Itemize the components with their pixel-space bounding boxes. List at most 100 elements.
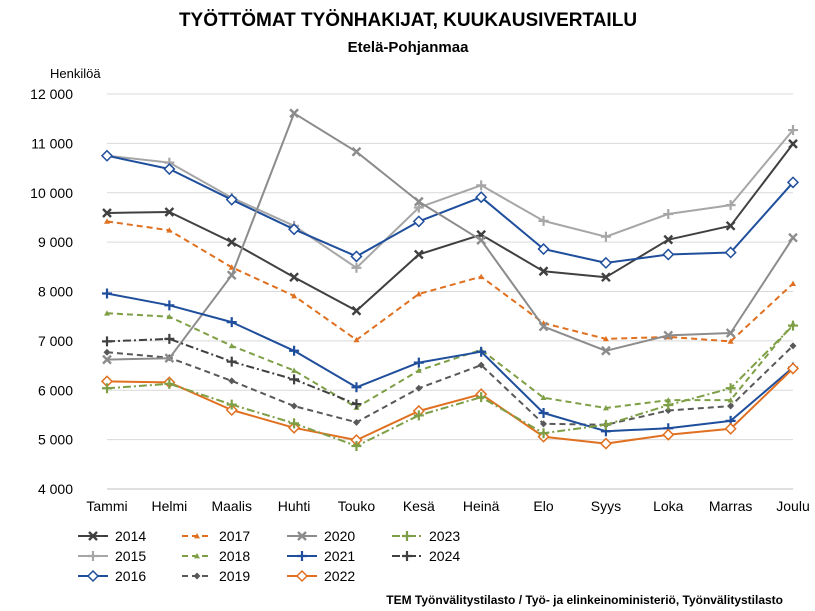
point-2017-huhti	[291, 292, 298, 299]
point-2018-tammi	[104, 310, 110, 316]
point-2016-kesa	[412, 215, 425, 228]
y-tick-label: 9 000	[38, 234, 73, 250]
point-2016-loka	[662, 248, 675, 261]
y-tick-label: 10 000	[30, 185, 73, 201]
point-2023-helmi	[164, 378, 175, 389]
point-2023-elo	[538, 428, 549, 439]
point-2017-marras	[727, 338, 734, 344]
y-tick-label: 7 000	[38, 333, 73, 349]
point-2023-loka	[663, 400, 674, 411]
point-2015-heina	[476, 180, 487, 191]
series-2020	[102, 108, 798, 365]
point-2016-helmi	[163, 162, 176, 176]
point-2020-touko	[351, 146, 362, 157]
point-2017-tammi	[104, 218, 110, 224]
point-2014-tammi	[102, 208, 112, 218]
series-line-2014	[106, 143, 794, 312]
x-tick-label-maalis: Maalis	[211, 498, 251, 514]
point-2016-syys	[599, 256, 612, 269]
point-2019-loka	[664, 406, 672, 414]
point-2014-loka	[663, 234, 674, 245]
point-2024-touko	[351, 399, 362, 410]
point-2014-joulu	[788, 139, 798, 149]
series-line-2018	[106, 312, 794, 409]
point-2024-maalis	[226, 356, 237, 367]
x-tick-label-touko: Touko	[338, 498, 376, 514]
y-tick-label: 5 000	[38, 432, 73, 448]
point-2016-marras	[724, 246, 737, 259]
point-2022-syys	[599, 437, 612, 450]
point-2014-syys	[601, 272, 611, 283]
point-2017-joulu	[790, 280, 796, 286]
point-2020-heina	[476, 235, 487, 245]
point-2017-syys	[602, 335, 609, 342]
x-tick-label-kesa: Kesä	[403, 498, 435, 514]
point-2021-huhti	[289, 345, 300, 356]
series-line-2022	[106, 367, 794, 445]
legend-item-2016: 2016	[78, 568, 146, 584]
legend-label-2018: 2018	[219, 548, 250, 564]
legend-label-2014: 2014	[115, 528, 146, 544]
point-2015-touko	[351, 262, 362, 273]
point-2017-maalis	[228, 264, 235, 270]
legend-item-2017: 2017	[182, 528, 250, 544]
series-line-2017	[106, 220, 794, 343]
legend-item-2022: 2022	[287, 568, 355, 584]
legend-label-2020: 2020	[324, 528, 355, 544]
legend-marker-2021	[297, 551, 307, 561]
legend-label-2024: 2024	[429, 548, 460, 564]
chart-title: TYÖTTÖMAT TYÖNHAKIJAT, KUUKAUSIVERTAILU	[179, 10, 637, 31]
legend-item-2024: 2024	[392, 548, 460, 564]
point-2023-heina	[476, 392, 487, 403]
point-2023-syys	[600, 419, 611, 430]
legend-marker-2019	[193, 572, 201, 580]
point-2019-tammi	[103, 348, 111, 356]
series-2017	[104, 218, 796, 344]
point-2023-maalis	[226, 399, 237, 410]
legend-label-2021: 2021	[324, 548, 355, 564]
point-2020-loka	[663, 330, 674, 341]
point-2022-maalis	[225, 403, 238, 417]
legend-item-2014: 2014	[78, 528, 146, 544]
point-2021-maalis	[226, 317, 237, 328]
point-2022-joulu	[786, 362, 800, 375]
point-2017-heina	[478, 273, 485, 280]
point-2016-touko	[350, 250, 363, 263]
point-2018-helmi	[166, 313, 173, 320]
series-line-2024	[106, 337, 357, 406]
point-2018-loka	[665, 397, 672, 403]
point-2023-kesa	[413, 410, 424, 421]
y-tick-label: 4 000	[38, 481, 73, 497]
point-2022-marras	[724, 422, 737, 435]
legend-marker-2018	[194, 553, 200, 559]
x-tick-label-heina: Heinä	[463, 498, 500, 514]
point-2015-syys	[600, 231, 611, 242]
series-line-2015	[106, 129, 794, 269]
point-2015-marras	[725, 200, 736, 211]
point-2019-touko	[352, 418, 360, 426]
point-2024-huhti	[289, 374, 300, 385]
point-2020-kesa	[413, 196, 424, 207]
point-2018-elo	[540, 394, 547, 401]
x-tick-label-loka: Loka	[653, 498, 684, 514]
point-2019-heina	[477, 361, 485, 369]
point-2023-tammi	[102, 383, 112, 394]
legend-marker-2015	[88, 551, 98, 561]
point-2014-maalis	[226, 237, 237, 247]
point-2021-kesa	[413, 357, 424, 368]
point-2024-helmi	[164, 333, 175, 344]
legend-item-2019: 2019	[182, 568, 250, 584]
legend-label-2023: 2023	[429, 528, 460, 544]
point-2016-maalis	[225, 193, 238, 206]
legend-item-2020: 2020	[287, 528, 355, 544]
point-2018-marras	[727, 397, 734, 403]
point-2018-syys	[602, 405, 609, 411]
point-2021-helmi	[164, 300, 175, 311]
point-2023-joulu	[788, 320, 798, 331]
point-2020-elo	[538, 321, 549, 332]
point-2015-joulu	[788, 125, 798, 136]
x-tick-label-huhti: Huhti	[278, 498, 311, 514]
legend-item-2018: 2018	[182, 548, 250, 564]
point-2018-maalis	[228, 342, 235, 349]
